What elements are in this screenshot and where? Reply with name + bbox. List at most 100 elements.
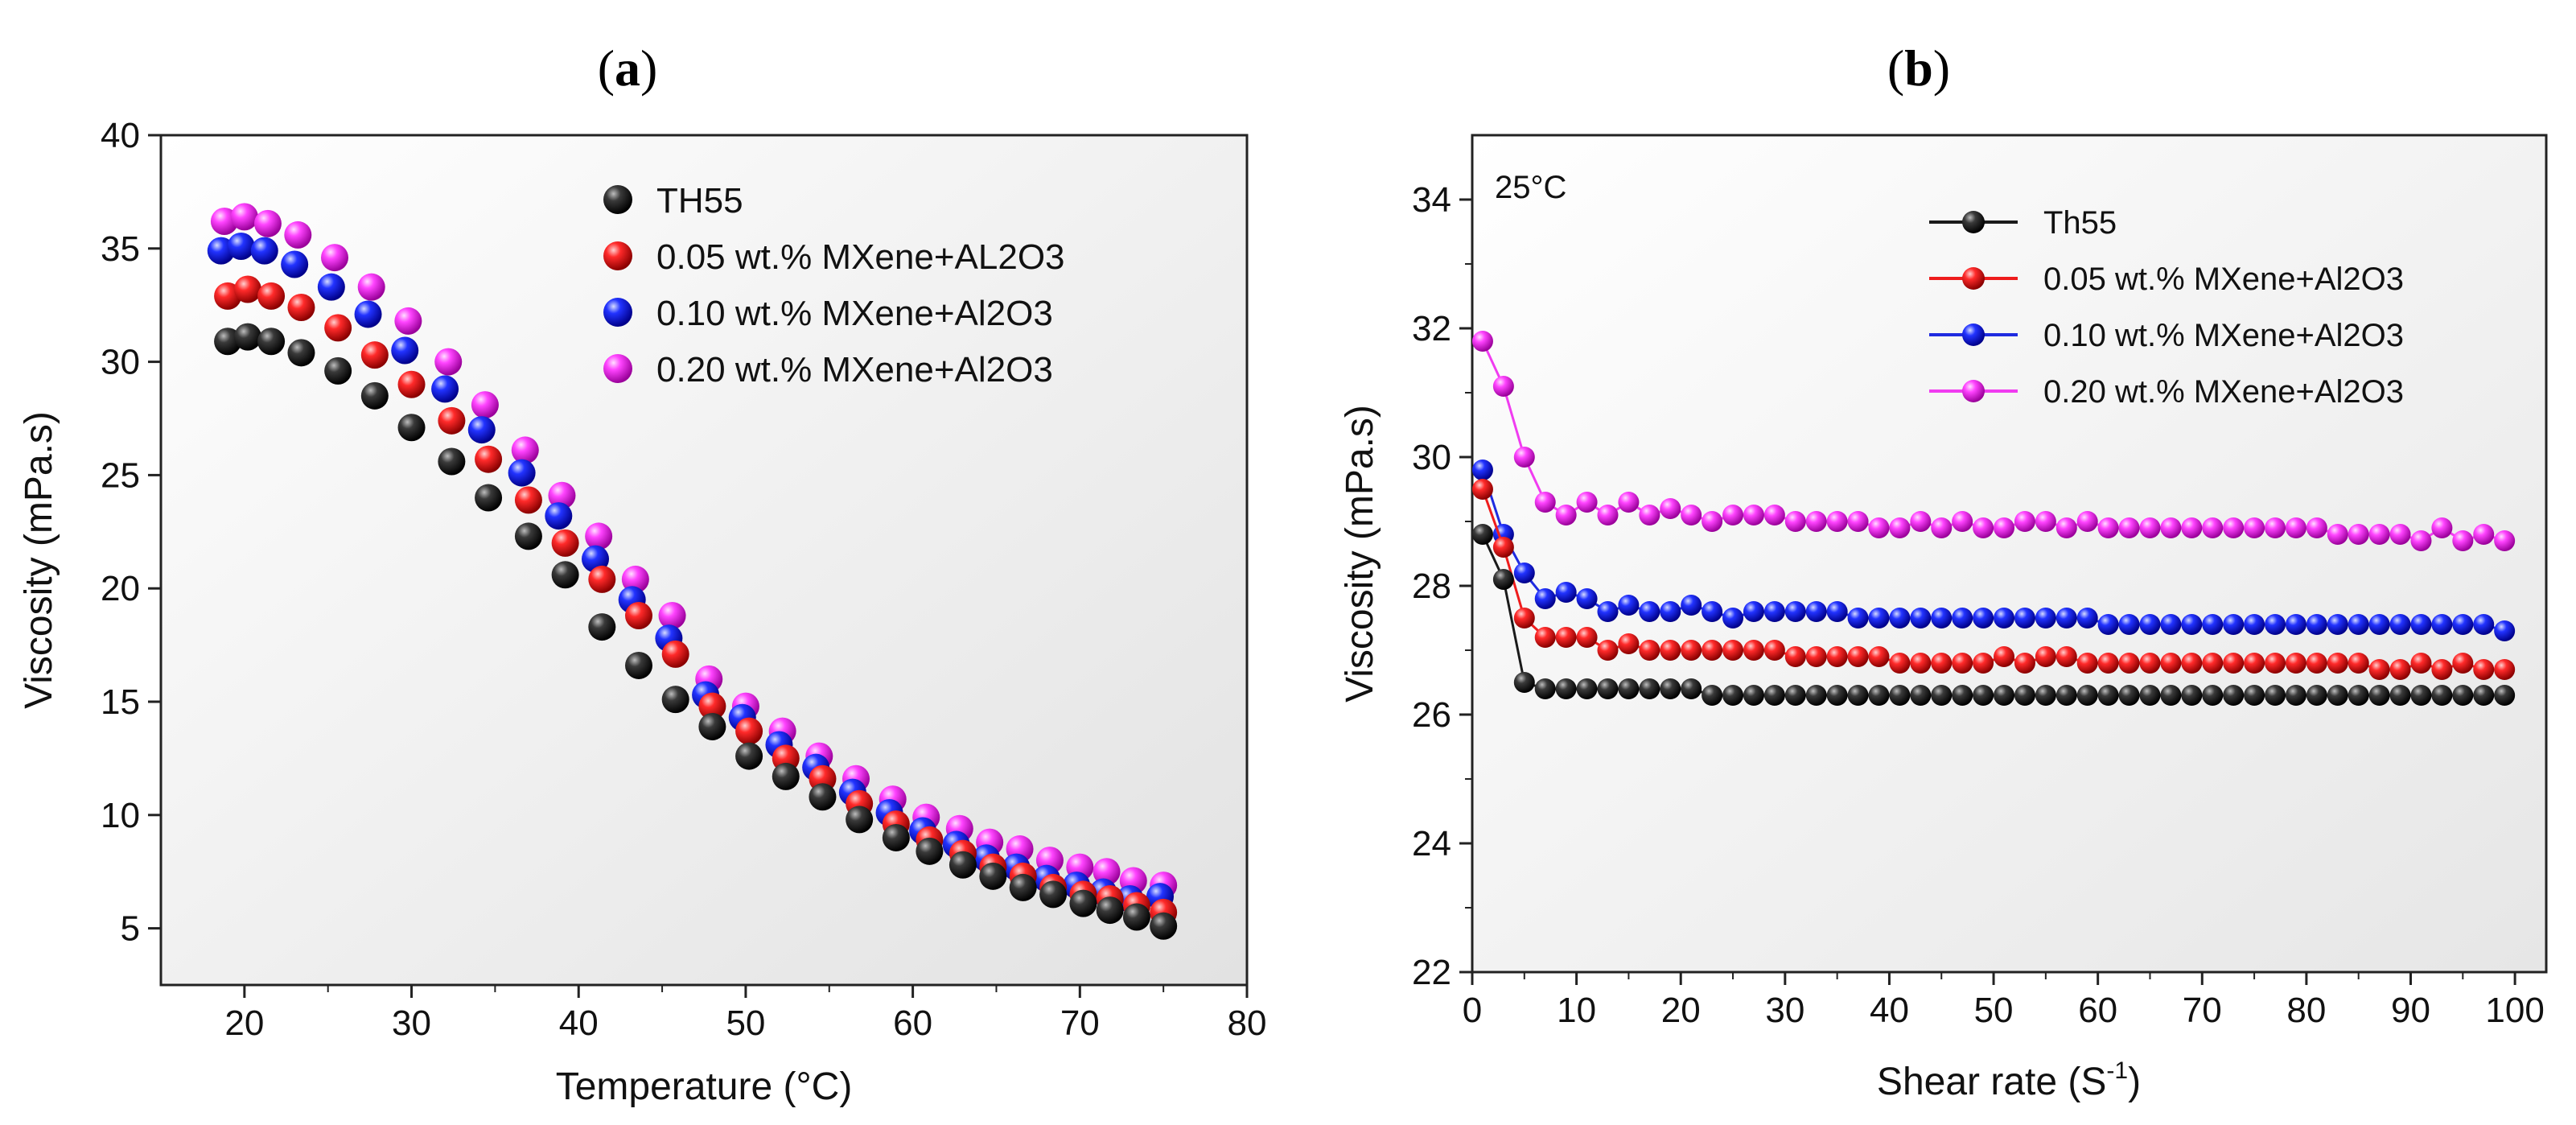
data-point bbox=[2181, 685, 2203, 706]
data-point bbox=[2265, 517, 2286, 538]
legend-b-marker bbox=[1962, 323, 1985, 346]
data-point bbox=[1910, 685, 1932, 706]
data-point bbox=[2076, 653, 2098, 674]
b-x-tick-label: 10 bbox=[1557, 991, 1596, 1030]
series-b-3 bbox=[1471, 459, 2516, 641]
data-point bbox=[1492, 569, 1514, 590]
data-point bbox=[2160, 614, 2182, 635]
data-point bbox=[431, 375, 459, 403]
data-point bbox=[2076, 511, 2098, 532]
data-point bbox=[2097, 517, 2119, 538]
data-point bbox=[2452, 653, 2474, 674]
data-point bbox=[281, 250, 309, 278]
data-point bbox=[1973, 685, 1994, 706]
data-point bbox=[1889, 653, 1911, 674]
data-point bbox=[698, 692, 726, 720]
a-y-tick-label: 10 bbox=[101, 796, 140, 835]
data-point bbox=[1639, 640, 1660, 661]
data-point bbox=[949, 851, 977, 879]
data-point bbox=[1681, 595, 1702, 616]
data-point bbox=[1597, 601, 1619, 622]
data-point bbox=[2244, 653, 2265, 674]
data-point bbox=[2368, 524, 2390, 545]
data-point bbox=[2348, 685, 2369, 706]
data-point bbox=[357, 273, 385, 301]
data-point bbox=[2160, 685, 2182, 706]
data-point bbox=[1722, 685, 1744, 706]
data-point bbox=[1868, 646, 1890, 667]
data-point bbox=[284, 220, 312, 249]
legend-a-marker bbox=[603, 354, 632, 383]
data-point bbox=[2181, 653, 2203, 674]
data-point bbox=[324, 314, 352, 342]
data-point bbox=[1763, 505, 1785, 525]
data-point bbox=[735, 742, 763, 770]
legend-b-marker bbox=[1962, 211, 1985, 233]
data-point bbox=[658, 601, 686, 629]
b-y-tick-label: 28 bbox=[1412, 567, 1451, 606]
data-point bbox=[1868, 608, 1890, 628]
data-point bbox=[809, 783, 837, 811]
data-point bbox=[2285, 517, 2306, 538]
data-point bbox=[391, 336, 419, 365]
data-point bbox=[1868, 685, 1890, 706]
data-point bbox=[2055, 685, 2077, 706]
legend-a: TH55 0.05 wt.% MXene+AL2O3 0.10 wt.% MXene… bbox=[603, 181, 1065, 389]
data-point bbox=[471, 391, 499, 419]
data-point bbox=[1702, 601, 1723, 622]
data-point bbox=[1910, 653, 1932, 674]
data-point bbox=[2410, 530, 2432, 551]
data-point bbox=[475, 445, 503, 473]
data-point bbox=[2368, 685, 2390, 706]
data-point bbox=[1534, 588, 1556, 609]
data-point bbox=[2494, 530, 2516, 551]
data-point bbox=[257, 328, 286, 356]
panel-a: (a) 20 30 40 50 60 70 80 5 10 15 20 25 30 35 40 Temper… bbox=[18, 39, 1266, 1108]
data-point bbox=[2285, 653, 2306, 674]
data-point bbox=[2014, 511, 2035, 532]
data-point bbox=[317, 273, 345, 301]
data-point bbox=[2265, 685, 2286, 706]
data-point bbox=[1660, 678, 1681, 699]
legend-a-label: 0.05 wt.% MXene+AL2O3 bbox=[656, 237, 1065, 277]
plot-area-b bbox=[1471, 134, 2548, 974]
data-point bbox=[1763, 685, 1785, 706]
data-point bbox=[2327, 685, 2348, 706]
data-point bbox=[1702, 640, 1723, 661]
a-x-tick-label: 60 bbox=[893, 1003, 932, 1043]
data-point bbox=[1743, 505, 1764, 525]
data-point bbox=[1973, 653, 1994, 674]
a-y-tick-label: 30 bbox=[101, 343, 140, 382]
data-point bbox=[1722, 608, 1744, 628]
data-series-b bbox=[1471, 331, 2516, 706]
data-point bbox=[2055, 608, 2077, 628]
b-y-tick-label: 26 bbox=[1412, 695, 1451, 735]
data-point bbox=[360, 381, 389, 410]
data-point bbox=[1576, 492, 1598, 513]
data-point bbox=[1513, 608, 1535, 628]
data-point bbox=[1784, 511, 1806, 532]
data-point bbox=[1994, 646, 2015, 667]
data-point bbox=[979, 862, 1007, 890]
b-x-tick-label: 30 bbox=[1765, 991, 1804, 1030]
data-point bbox=[2014, 653, 2035, 674]
data-point bbox=[360, 341, 389, 369]
data-point bbox=[1492, 537, 1514, 558]
data-point bbox=[2494, 620, 2516, 641]
legend-b-label: 0.10 wt.% MXene+Al2O3 bbox=[2043, 318, 2404, 353]
data-point bbox=[2285, 614, 2306, 635]
data-point bbox=[1150, 912, 1178, 940]
data-point bbox=[1702, 511, 1723, 532]
y-axis-title-a: Viscosity (mPa.s) bbox=[18, 411, 60, 709]
data-point bbox=[434, 348, 463, 376]
data-point bbox=[2160, 653, 2182, 674]
data-point bbox=[2181, 614, 2203, 635]
data-point bbox=[1952, 685, 1973, 706]
panel-b: (b) 25°C 0 10 20 30 40 50 60 70 80 90 100 22 24 26 28 3… bbox=[1339, 39, 2548, 1103]
b-y-tick-label: 34 bbox=[1412, 180, 1451, 220]
data-point bbox=[916, 837, 944, 865]
data-point bbox=[1847, 685, 1869, 706]
data-point bbox=[2202, 685, 2224, 706]
data-point bbox=[514, 486, 542, 514]
